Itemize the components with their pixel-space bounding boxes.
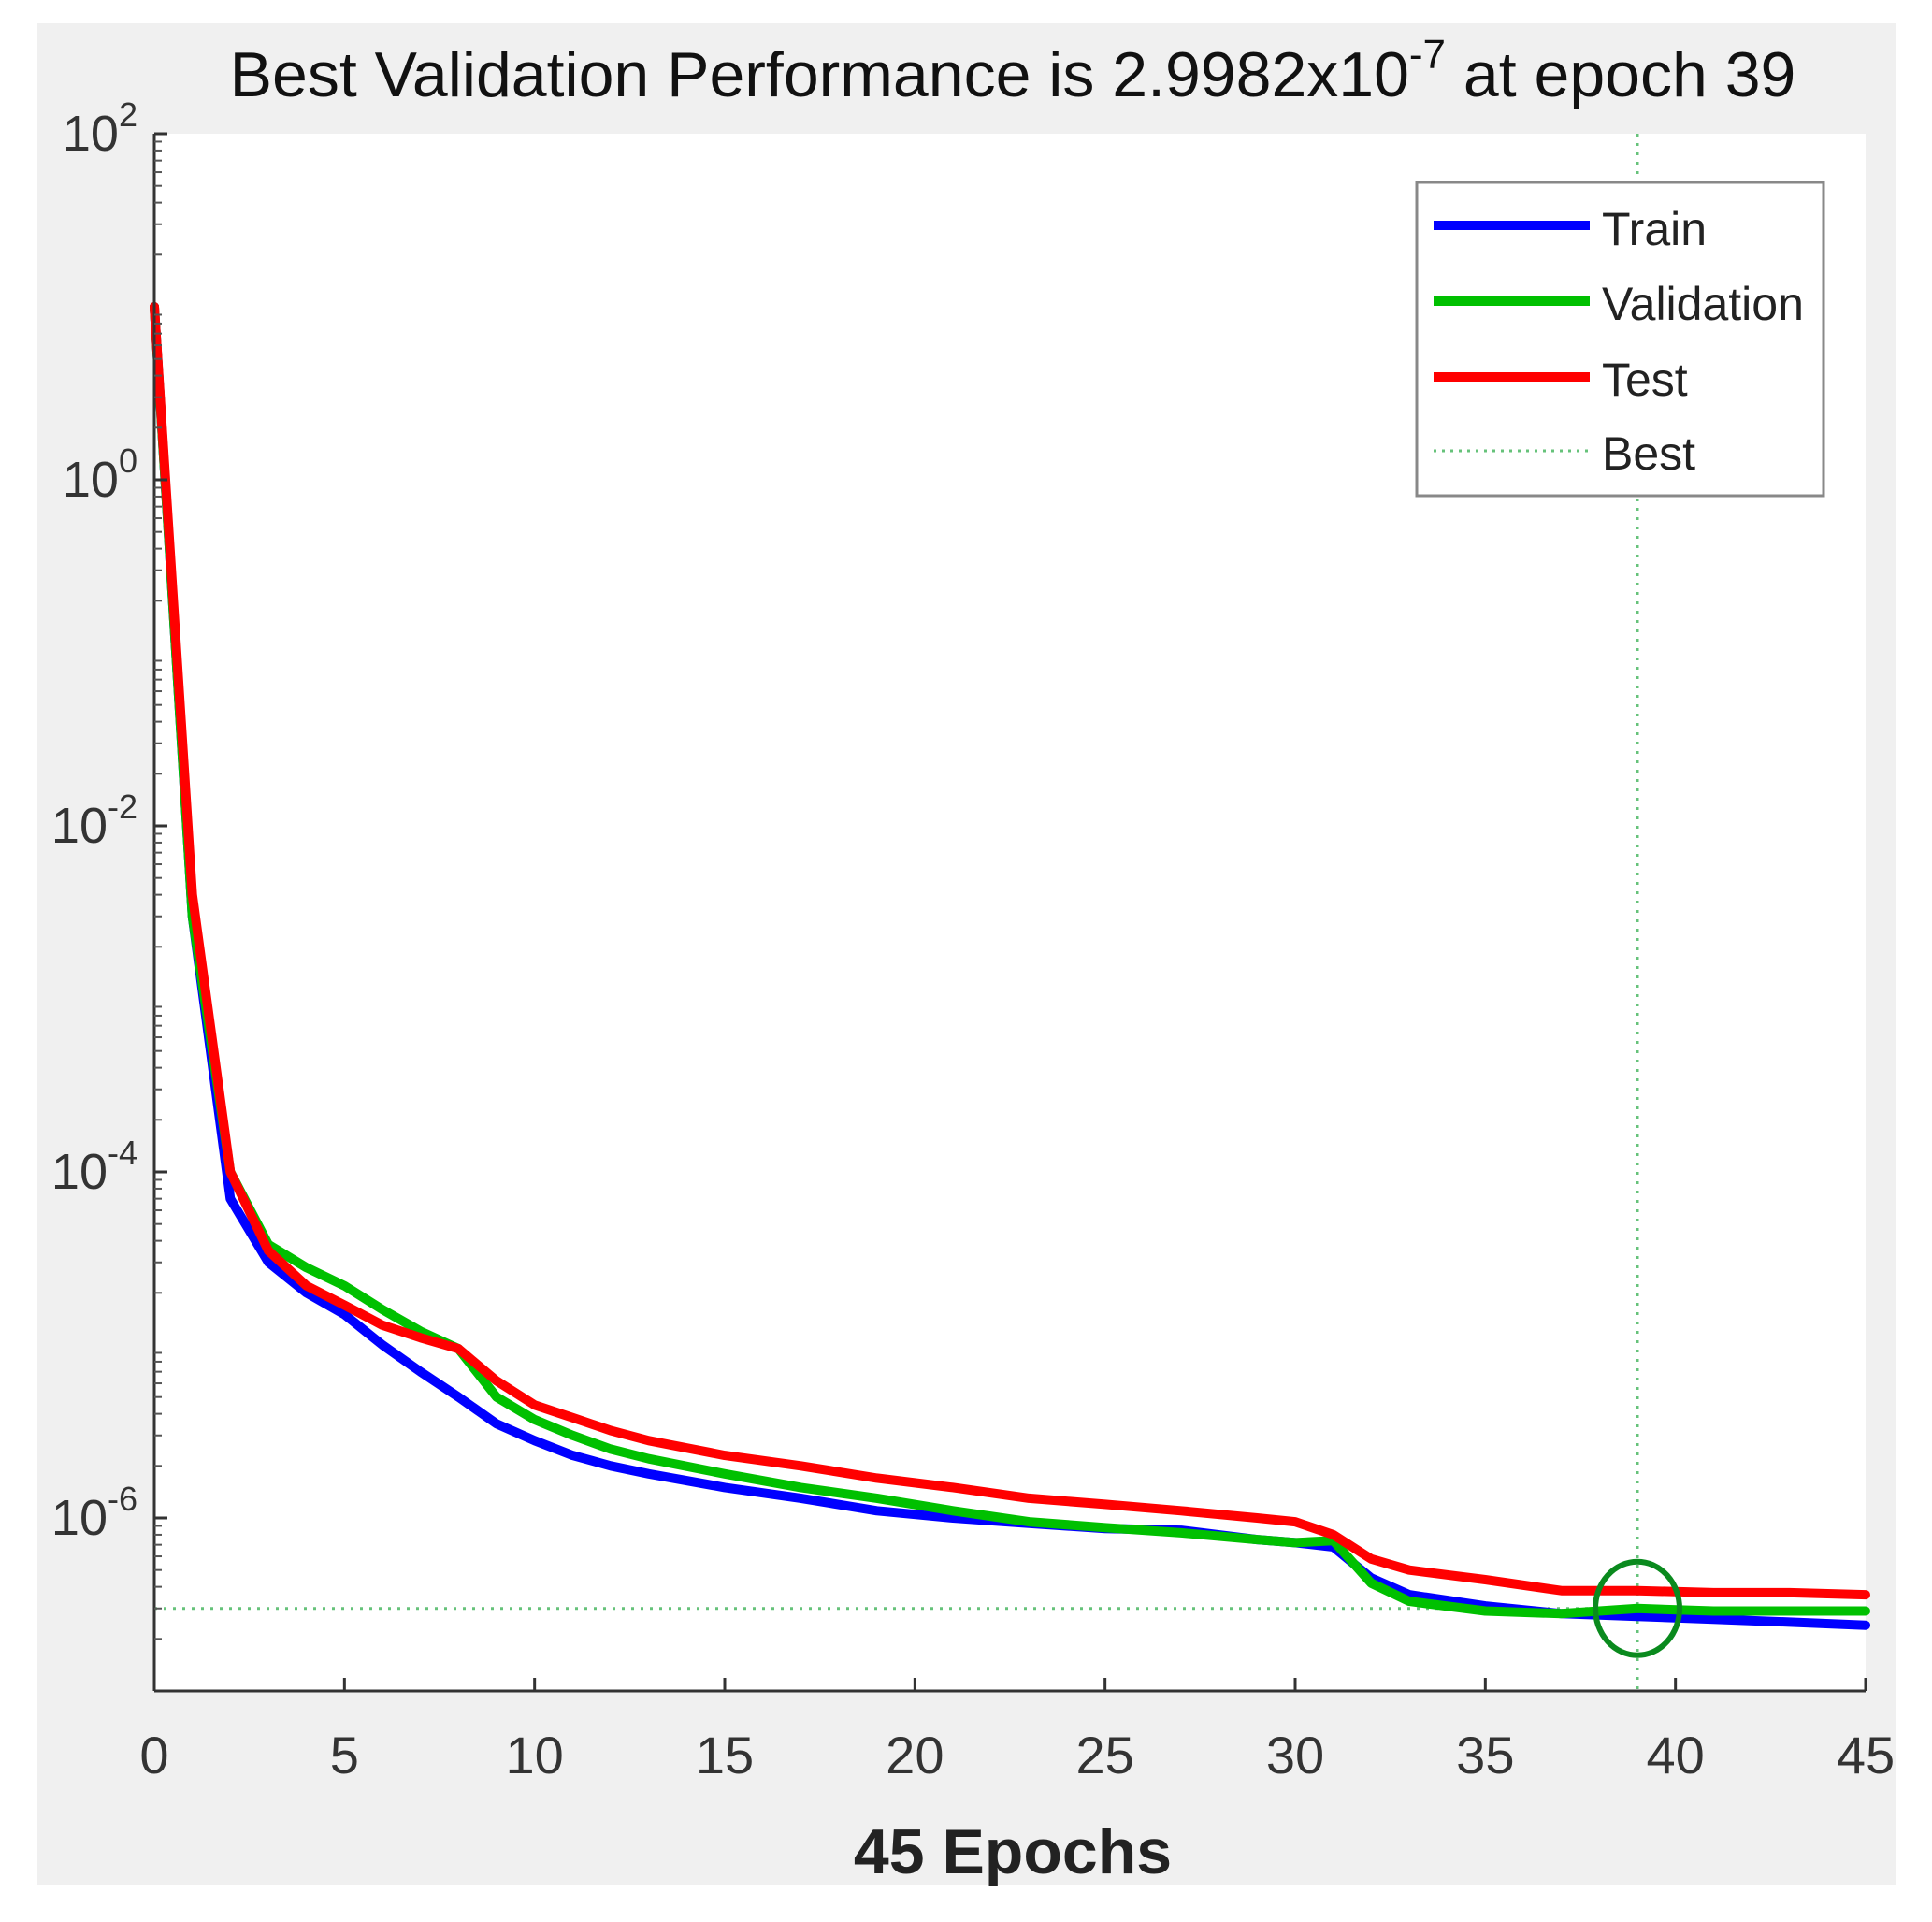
x-tick-label: 10 — [506, 1726, 564, 1785]
x-axis-label: 45 Epochs — [854, 1816, 1172, 1887]
series-line-test — [150, 302, 1870, 1600]
y-tick-label: 10-6 — [51, 1480, 137, 1546]
best-point-marker — [1593, 1558, 1682, 1658]
x-tick-label: 45 — [1837, 1726, 1895, 1785]
legend-label-train: Train — [1602, 203, 1707, 255]
y-tick-label: 100 — [63, 441, 137, 508]
y-tick-label: 10-4 — [51, 1134, 137, 1200]
legend-label-best: Best — [1602, 427, 1695, 480]
x-tick-label: 5 — [330, 1726, 359, 1785]
x-tick-label: 35 — [1456, 1726, 1514, 1785]
x-tick-label: 40 — [1647, 1726, 1705, 1785]
legend-box — [1415, 181, 1825, 498]
series-line-train — [150, 302, 1870, 1630]
legend-label-test: Test — [1602, 354, 1688, 406]
chart-title: Best Validation Performance is 2.9982x10… — [230, 32, 1796, 110]
y-tick-label: 102 — [63, 95, 137, 162]
x-tick-label: 30 — [1266, 1726, 1324, 1785]
x-tick-label: 20 — [886, 1726, 944, 1785]
y-tick-label: 10-2 — [51, 788, 137, 854]
legend: Train Validation Test Best — [1415, 181, 1825, 498]
x-tick-label: 0 — [139, 1726, 168, 1785]
series-line-validation — [150, 302, 1870, 1619]
x-tick-label: 25 — [1076, 1726, 1134, 1785]
legend-label-validation: Validation — [1602, 278, 1804, 330]
x-tick-label: 15 — [696, 1726, 754, 1785]
